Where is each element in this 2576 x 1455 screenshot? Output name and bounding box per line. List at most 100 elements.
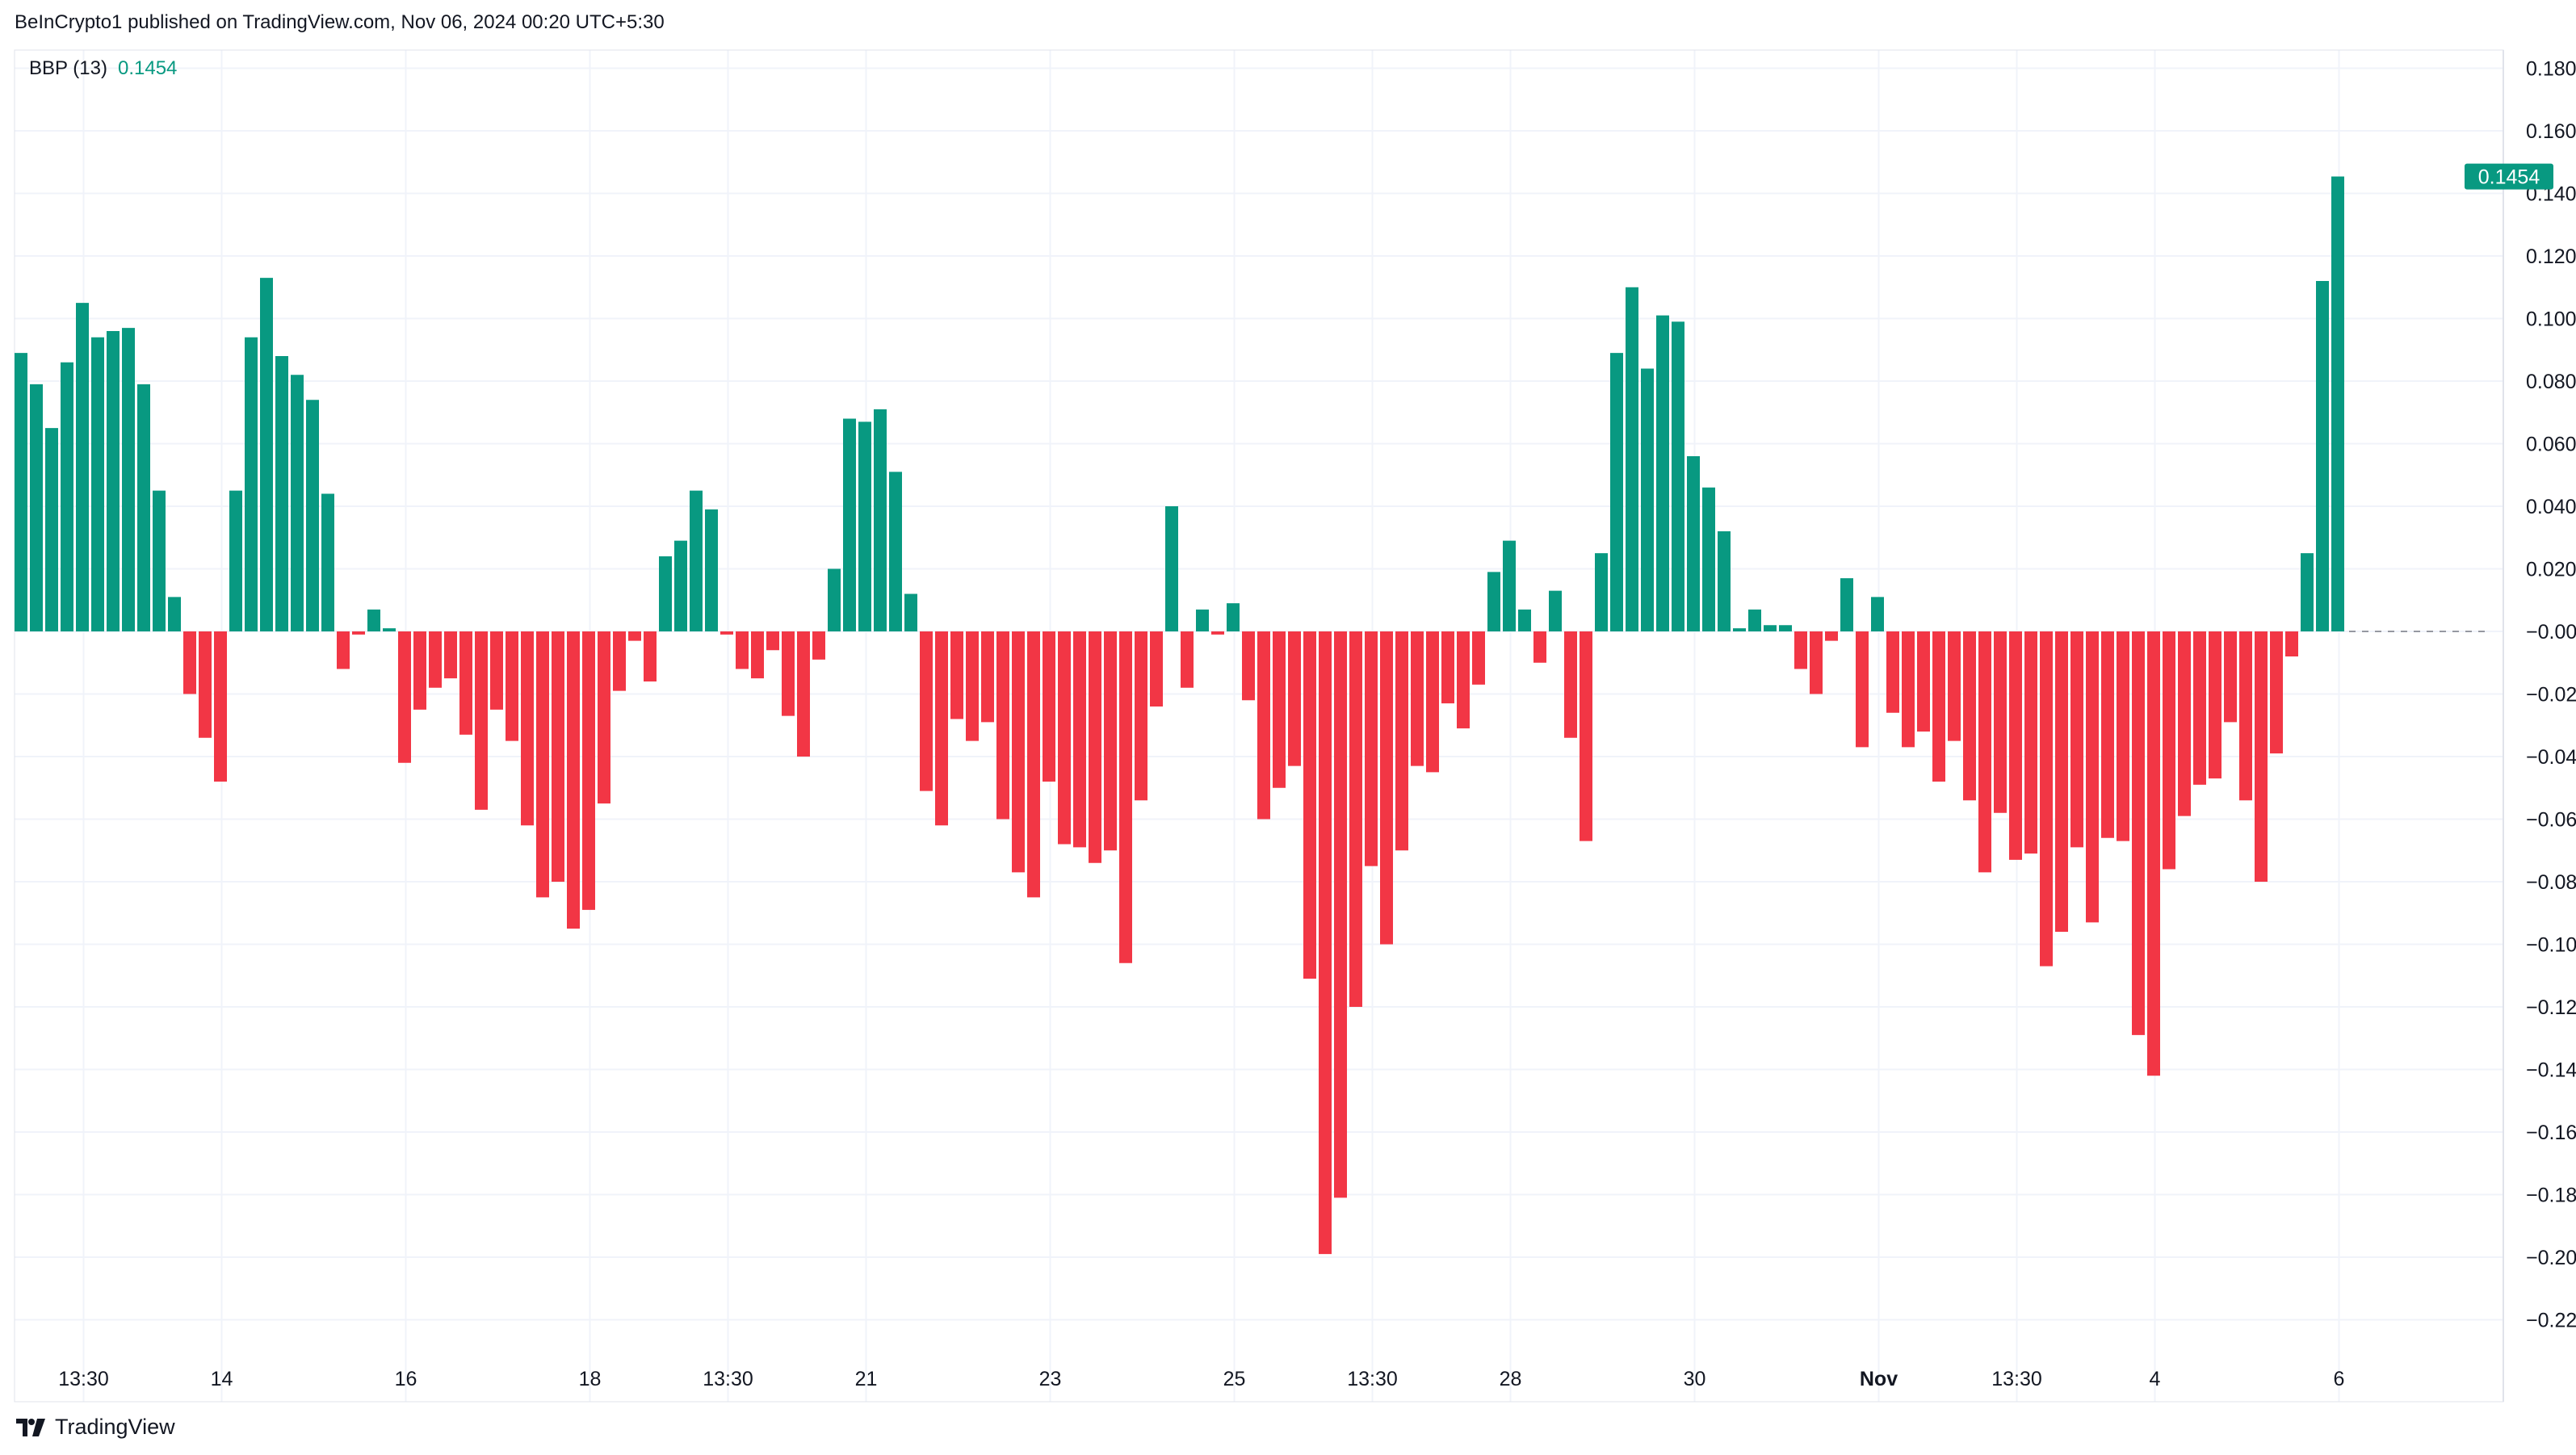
x-tick-label: 6 [2334, 1368, 2345, 1390]
bbp-bar [1211, 631, 1224, 635]
bbp-bar [1058, 631, 1071, 845]
bbp-bar [705, 509, 718, 631]
bbp-bar [1457, 631, 1470, 729]
bbp-bar [2301, 553, 2314, 631]
bbp-bar [321, 493, 334, 631]
bbp-bar [444, 631, 457, 679]
bbp-bar [920, 631, 933, 791]
bbp-bar [1963, 631, 1976, 801]
bbp-bar [2040, 631, 2053, 967]
bbp-bar [1840, 578, 1853, 631]
x-tick-label: 4 [2150, 1368, 2161, 1390]
tradingview-logo-icon [16, 1418, 45, 1436]
bbp-bar [567, 631, 580, 929]
bbp-bar [1978, 631, 1991, 873]
x-tick-label: Nov [1860, 1368, 1898, 1390]
bbp-bar [1395, 631, 1408, 851]
bbp-bar [214, 631, 227, 782]
bbp-bar [1426, 631, 1439, 773]
bbp-bar [2086, 631, 2099, 923]
bbp-bar [828, 568, 841, 631]
bbp-bar [1043, 631, 1055, 782]
bbp-bar [659, 556, 672, 631]
bbp-bar [2101, 631, 2114, 838]
bbp-bar [413, 631, 426, 710]
x-tick-label: 18 [579, 1368, 602, 1390]
last-value-badge [2465, 163, 2553, 190]
bbp-bar [1012, 631, 1025, 873]
bbp-bar [1165, 506, 1178, 631]
bbp-bar [935, 631, 948, 826]
bbp-bar [720, 631, 733, 635]
last-value-marker: 0.1454 [2465, 163, 2553, 190]
bbp-bar [2009, 631, 2022, 860]
bbp-bar [107, 331, 120, 631]
bbp-bar [45, 428, 58, 631]
bbp-bar [1748, 609, 1761, 631]
bbp-bar [1610, 353, 1623, 631]
x-tick-label: 13:30 [703, 1368, 753, 1390]
bbp-bar [260, 278, 273, 631]
bbp-bar [1871, 597, 1884, 631]
bbp-bar [91, 337, 104, 631]
publisher-caption: BeInCrypto1 published on TradingView.com… [15, 11, 665, 33]
bbp-bar [2070, 631, 2083, 848]
bbp-bar [1656, 315, 1669, 631]
bbp-bar [674, 540, 687, 631]
bbp-bar [352, 631, 365, 635]
bbp-bar [1687, 456, 1700, 631]
x-tick-label: 30 [1684, 1368, 1706, 1390]
bbp-bar [61, 362, 73, 631]
bbp-bar [751, 631, 764, 679]
bbp-bar [1533, 631, 1546, 663]
bbp-bar [1917, 631, 1930, 732]
bbp-bar [1181, 631, 1194, 688]
bbp-bar [1303, 631, 1316, 979]
bbp-bar [2163, 631, 2175, 870]
bbp-bar [168, 597, 181, 631]
x-tick-label: 16 [395, 1368, 417, 1390]
bbp-bar [2331, 176, 2344, 631]
bbp-bar [552, 631, 564, 882]
bbp-bar [1334, 631, 1347, 1198]
bbp-bar [2147, 631, 2160, 1076]
bbp-bar [1825, 631, 1838, 641]
bbp-bar [1119, 631, 1132, 963]
x-tick-label: 25 [1223, 1368, 1246, 1390]
bbp-bar [1580, 631, 1592, 841]
x-tick-label: 14 [211, 1368, 233, 1390]
bbp-bar [229, 490, 242, 631]
y-tick-label: −0.2200 [2526, 1310, 2576, 1332]
bbp-bar [275, 356, 288, 631]
bbp-bar [1073, 631, 1086, 848]
y-tick-label: −0.0000 [2526, 621, 2576, 644]
x-tick-label: 13:30 [1347, 1368, 1398, 1390]
bbp-bar [1365, 631, 1378, 866]
y-tick-label: −0.0200 [2526, 684, 2576, 707]
bbp-bar [1672, 321, 1684, 631]
x-tick-label: 21 [855, 1368, 878, 1390]
bbp-bar [475, 631, 488, 810]
bbp-bar [812, 631, 825, 660]
y-tick-label: −0.2000 [2526, 1247, 2576, 1269]
bbp-bar [598, 631, 610, 804]
bbp-bar [582, 631, 595, 910]
bbp-bar [1150, 631, 1163, 707]
bbp-bar [15, 353, 27, 631]
y-axis: 0.18000.16000.14000.12000.10000.08000.06… [2526, 58, 2576, 1332]
bbp-bar [889, 472, 902, 631]
bbp-bar [690, 490, 703, 631]
bbp-bar [613, 631, 626, 691]
bbp-bar [996, 631, 1009, 820]
bbp-bar [1319, 631, 1332, 1255]
bbp-bar [797, 631, 810, 757]
bbp-bar [2285, 631, 2298, 656]
bbp-bar [1380, 631, 1393, 945]
